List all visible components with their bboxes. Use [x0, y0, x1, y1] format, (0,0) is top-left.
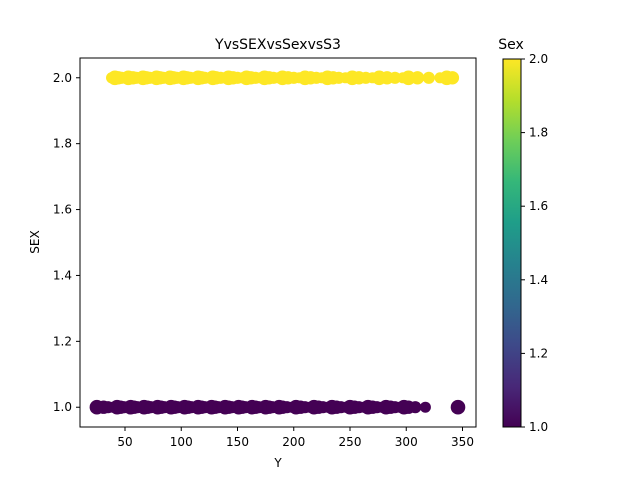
chart-title: YvsSEXvsSexvsS3	[214, 37, 341, 53]
data-point	[419, 401, 431, 413]
colorbar-tick-label: 1.2	[529, 346, 548, 360]
y-tick-label: 2.0	[53, 71, 72, 85]
plot-area-frame	[79, 57, 477, 428]
x-tick-label: 300	[395, 435, 418, 449]
colorbar-tick-label: 1.0	[529, 420, 548, 434]
x-tick-label: 50	[117, 435, 132, 449]
y-tick-label: 1.0	[53, 400, 72, 414]
data-point	[388, 71, 402, 84]
y-tick-label: 1.2	[53, 334, 72, 348]
colorbar-tick-label: 1.6	[529, 199, 548, 213]
y-tick-label: 1.4	[53, 268, 72, 282]
data-point	[410, 71, 425, 85]
colorbar-tick-label: 1.8	[529, 126, 548, 140]
x-axis-ticks: 50 100 150 200 250 300 350	[117, 427, 474, 449]
x-tick-label: 150	[226, 435, 249, 449]
x-tick-label: 250	[339, 435, 362, 449]
data-point	[445, 71, 460, 85]
data-point	[422, 71, 435, 84]
x-tick-label: 200	[282, 435, 305, 449]
data-point	[450, 399, 466, 415]
scatter-points	[89, 70, 466, 415]
y-tick-label: 1.8	[53, 137, 72, 151]
colorbar-ticks: 1.0 1.2 1.4 1.6 1.8 2.0	[521, 52, 548, 434]
colorbar-tick-label: 2.0	[529, 52, 548, 66]
x-tick-label: 350	[451, 435, 474, 449]
x-axis-label: Y	[273, 456, 282, 470]
x-tick-label: 100	[170, 435, 193, 449]
colorbar-tick-label: 1.4	[529, 273, 548, 287]
y-tick-label: 1.6	[53, 203, 72, 217]
y-axis-label: SEX	[28, 230, 42, 253]
colorbar-label: Sex	[498, 37, 524, 53]
data-point	[409, 401, 422, 414]
y-axis-ticks: 1.0 1.2 1.4 1.6 1.8 2.0	[53, 71, 80, 414]
colorbar	[502, 58, 522, 428]
